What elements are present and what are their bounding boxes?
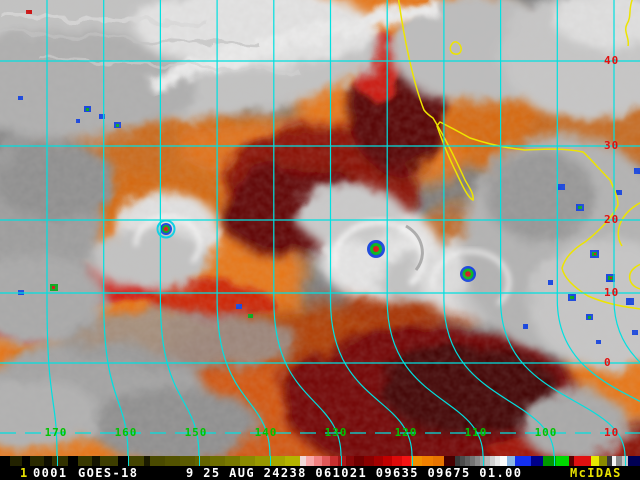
- latitude-label: 40: [604, 54, 620, 67]
- latitude-label: 0: [604, 356, 612, 369]
- colorbar-segment: [574, 456, 591, 466]
- graticule-grid: [0, 0, 640, 456]
- colorbar-segment: [10, 456, 22, 466]
- longitude-label: 150: [184, 426, 208, 439]
- colorbar-segment: [52, 456, 68, 466]
- colorbar-segment: [68, 456, 78, 466]
- colorbar-segment: [285, 456, 300, 466]
- colorbar-segment: [78, 456, 92, 466]
- status-bar: 1 0001 GOES-18 9 25 AUG 24238 061021 096…: [0, 466, 640, 480]
- colorbar-segment: [422, 456, 433, 466]
- colorbar-segment: [322, 456, 330, 466]
- mcidas-brand: McIDAS: [570, 466, 622, 480]
- colorbar-gridline: [341, 456, 342, 466]
- longitude-label: 170: [44, 426, 68, 439]
- colorbar-segment: [180, 456, 195, 466]
- colorbar-segment: [144, 456, 150, 466]
- satellite-name: GOES-18: [78, 466, 139, 480]
- colorbar-segment: [306, 456, 314, 466]
- colorbar-segment: [150, 456, 165, 466]
- colorbar-segment: [22, 456, 30, 466]
- colorbar-gridline: [270, 456, 271, 466]
- coastline: [397, 0, 640, 310]
- colorbar-segment: [374, 456, 383, 466]
- colorbar-segment: [255, 456, 270, 466]
- image-time-text: 9 25 AUG 24238 061021 09635 09675 01.00: [186, 466, 523, 480]
- colorbar-segment: [531, 456, 543, 466]
- latitude-label: 30: [604, 139, 620, 152]
- colorbar-segment: [569, 456, 574, 466]
- colorbar-segment: [383, 456, 392, 466]
- colorbar-gridline: [554, 456, 555, 466]
- colorbar-segment: [165, 456, 180, 466]
- colorbar-segment: [402, 456, 411, 466]
- latitude-label: 20: [604, 213, 620, 226]
- colorbar-segment: [354, 456, 364, 466]
- colorbar-segment: [392, 456, 402, 466]
- colorbar-segment: [210, 456, 225, 466]
- colorbar-segment: [556, 456, 569, 466]
- image-grain-texture: [0, 0, 640, 456]
- colorbar-segment: [314, 456, 322, 466]
- enhancement-colorbar: [0, 456, 640, 466]
- longitude-label: 110: [464, 426, 488, 439]
- colorbar-segment: [465, 456, 470, 466]
- colorbar-segment: [599, 456, 607, 466]
- colorbar-gridline: [625, 456, 626, 466]
- colorbar-gridline: [57, 456, 58, 466]
- longitude-label: 120: [394, 426, 418, 439]
- colorbar-segment: [607, 456, 612, 466]
- colorbar-segment: [515, 456, 531, 466]
- colorbar-segment: [411, 456, 422, 466]
- colorbar-segment: [475, 456, 480, 466]
- colorbar-segment: [444, 456, 455, 466]
- longitude-label: 130: [324, 426, 348, 439]
- latitude-label: 10: [604, 426, 620, 439]
- colorbar-segment: [543, 456, 556, 466]
- colorbar-segment: [616, 456, 622, 466]
- colorbar-segment: [612, 456, 616, 466]
- longitude-label: 140: [254, 426, 278, 439]
- colorbar-segment: [240, 456, 255, 466]
- colorbar-segment: [433, 456, 444, 466]
- colorbar-segment: [128, 456, 144, 466]
- colorbar-segment: [30, 456, 44, 466]
- colorbar-segment: [455, 456, 460, 466]
- colorbar-segment: [470, 456, 475, 466]
- longitude-label: 100: [534, 426, 558, 439]
- colorbar-segment: [507, 456, 515, 466]
- colorbar-segment: [346, 456, 354, 466]
- colorbar-segment: [480, 456, 485, 466]
- colorbar-segment: [364, 456, 374, 466]
- colorbar-segment: [118, 456, 128, 466]
- colorbar-segment: [330, 456, 338, 466]
- colorbar-segment: [300, 456, 306, 466]
- satellite-image-display[interactable]: 170 160 150 140 130 120 110 100 40 30 20 10 0 10: [0, 0, 640, 456]
- colorbar-segment: [500, 456, 507, 466]
- colorbar-segment: [591, 456, 599, 466]
- colorbar-segment: [628, 456, 640, 466]
- colorbar-segment: [338, 456, 346, 466]
- water-vapor-imagery: [0, 0, 640, 456]
- colorbar-gridline: [199, 456, 200, 466]
- colorbar-segment: [0, 456, 10, 466]
- image-id: 0001: [33, 466, 68, 480]
- colorbar-segment: [460, 456, 465, 466]
- colorbar-gridline: [412, 456, 413, 466]
- longitude-label: 160: [114, 426, 138, 439]
- colorbar-segment: [92, 456, 100, 466]
- colorbar-segment: [270, 456, 285, 466]
- colorbar-segment: [495, 456, 500, 466]
- colorbar-segment: [44, 456, 52, 466]
- colorbar-gridline: [128, 456, 129, 466]
- colorbar-segment: [195, 456, 210, 466]
- colorbar-segment: [100, 456, 118, 466]
- colorbar-segment: [225, 456, 240, 466]
- colorbar-segment: [490, 456, 495, 466]
- frame-number: 1: [20, 466, 29, 480]
- colorbar-segment: [485, 456, 490, 466]
- colorbar-gridline: [483, 456, 484, 466]
- latitude-label: 10: [604, 286, 620, 299]
